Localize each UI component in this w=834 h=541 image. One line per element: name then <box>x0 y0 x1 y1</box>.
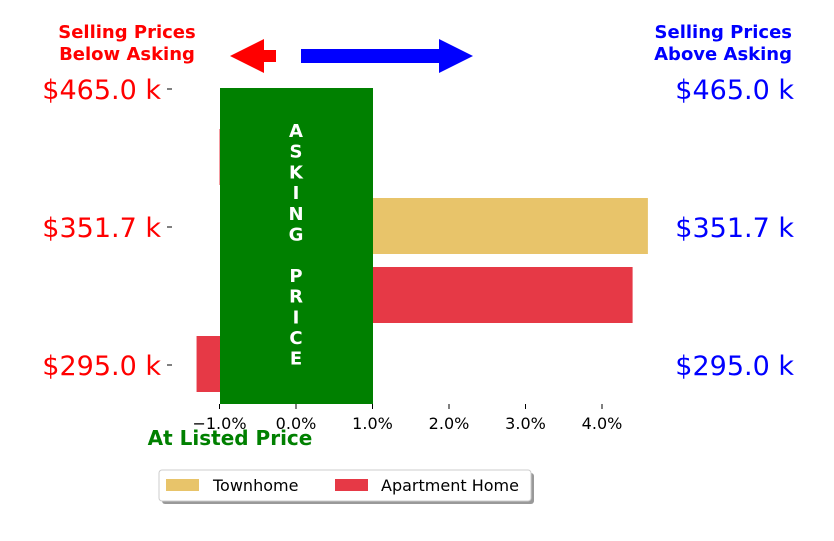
x-tick-label: 2.0% <box>429 414 470 433</box>
legend-swatch-townhome <box>166 479 199 491</box>
legend-label-apartment: Apartment Home <box>381 476 519 495</box>
right-price-label: $295.0 k <box>675 351 794 382</box>
x-axis: −1.0% 0.0% 1.0% 2.0% 3.0% 4.0% <box>192 404 622 433</box>
x-tick-label: 4.0% <box>582 414 623 433</box>
left-arrow-icon <box>230 39 276 73</box>
right-price-label: $465.0 k <box>675 75 794 106</box>
asking-price-letter: E <box>290 349 302 370</box>
asking-price-letter: I <box>293 183 300 204</box>
legend-swatch-apartment <box>335 479 368 491</box>
asking-price-letter: R <box>289 287 303 308</box>
right-price-label: $351.7 k <box>675 213 794 244</box>
below-asking-title-line1: Selling Prices <box>58 22 195 43</box>
above-asking-title-line1: Selling Prices <box>655 22 792 43</box>
asking-price-letter: S <box>290 142 303 163</box>
below-asking-title-line2: Below Asking <box>59 44 195 65</box>
x-tick-label: −1.0% <box>192 414 246 433</box>
at-listed-price-label: At Listed Price <box>148 426 313 450</box>
asking-price-letter: K <box>289 162 304 183</box>
asking-price-letter: G <box>289 225 304 246</box>
x-tick-label: 3.0% <box>505 414 546 433</box>
x-tick-label: 1.0% <box>352 414 393 433</box>
above-asking-title-line2: Above Asking <box>654 44 792 65</box>
right-arrow-icon <box>301 39 473 73</box>
asking-price-band <box>220 88 373 404</box>
legend-label-townhome: Townhome <box>212 476 298 495</box>
asking-price-letter: N <box>288 204 303 225</box>
asking-price-letter: A <box>289 121 303 142</box>
left-price-label: $465.0 k <box>42 75 161 106</box>
asking-price-letter: C <box>289 328 302 349</box>
asking-price-letter: I <box>293 307 300 328</box>
legend: Townhome Apartment Home <box>158 469 534 504</box>
left-price-label: $295.0 k <box>42 351 161 382</box>
asking-price-letter: P <box>289 266 302 287</box>
left-price-label: $351.7 k <box>42 213 161 244</box>
x-tick-label: 0.0% <box>276 414 317 433</box>
